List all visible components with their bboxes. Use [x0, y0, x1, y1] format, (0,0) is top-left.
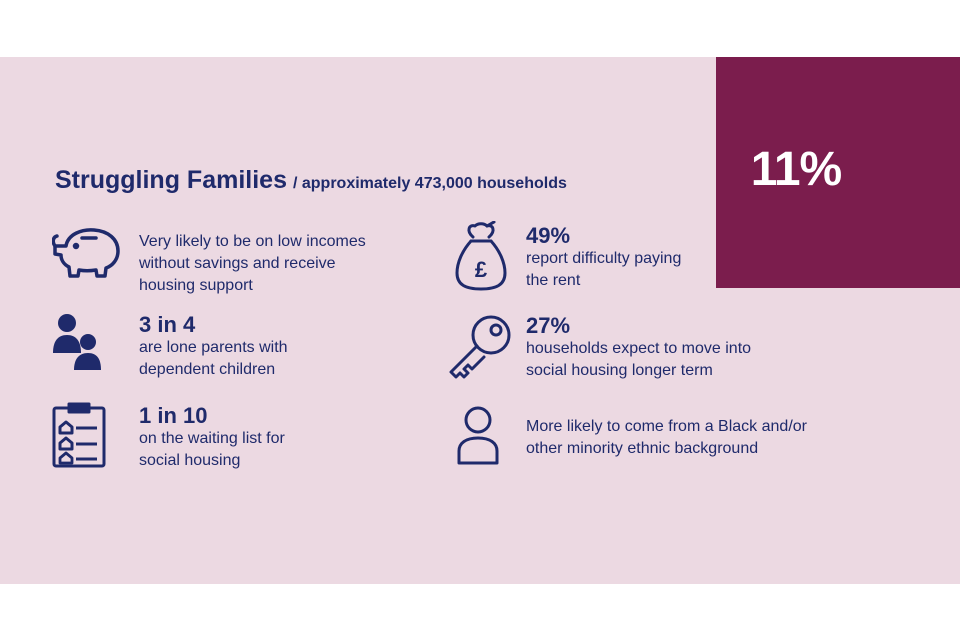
- fact-text: Very likely to be on low incomes without…: [139, 233, 366, 294]
- fact-stat: 27%: [526, 313, 571, 338]
- fact-waiting-list: 1 in 10 on the waiting list for social h…: [139, 404, 285, 472]
- svg-text:£: £: [475, 257, 488, 282]
- person-icon: [456, 405, 500, 465]
- fact-stat: 3 in 4: [139, 312, 196, 337]
- percentage-box: [716, 57, 960, 288]
- fact-rent-difficulty: 49% report difficulty paying the rent: [526, 224, 681, 292]
- piggy-bank-icon: [52, 224, 124, 280]
- parent-child-icon: [52, 313, 102, 371]
- section-title: Struggling Families / approximately 473,0…: [55, 166, 567, 195]
- title-main: Struggling Families: [55, 166, 287, 194]
- fact-text: More likely to come from a Black and/or …: [526, 418, 807, 457]
- title-subtitle: / approximately 473,000 households: [292, 175, 567, 192]
- percentage-value: 11%: [750, 143, 842, 196]
- fact-text: are lone parents with dependent children: [139, 339, 288, 378]
- fact-low-incomes: Very likely to be on low incomes without…: [139, 231, 366, 297]
- fact-social-housing: 27% households expect to move into socia…: [526, 314, 751, 382]
- fact-stat: 1 in 10: [139, 403, 208, 428]
- key-icon: [447, 314, 513, 380]
- money-bag-icon: £: [454, 221, 508, 291]
- fact-stat: 49%: [526, 223, 571, 248]
- fact-ethnic-background: More likely to come from a Black and/or …: [526, 416, 807, 460]
- fact-lone-parents: 3 in 4 are lone parents with dependent c…: [139, 313, 288, 381]
- waiting-list-clipboard-icon: [52, 402, 106, 468]
- fact-text: on the waiting list for social housing: [139, 430, 285, 469]
- fact-text: report difficulty paying the rent: [526, 250, 682, 289]
- fact-text: households expect to move into social ho…: [526, 340, 752, 379]
